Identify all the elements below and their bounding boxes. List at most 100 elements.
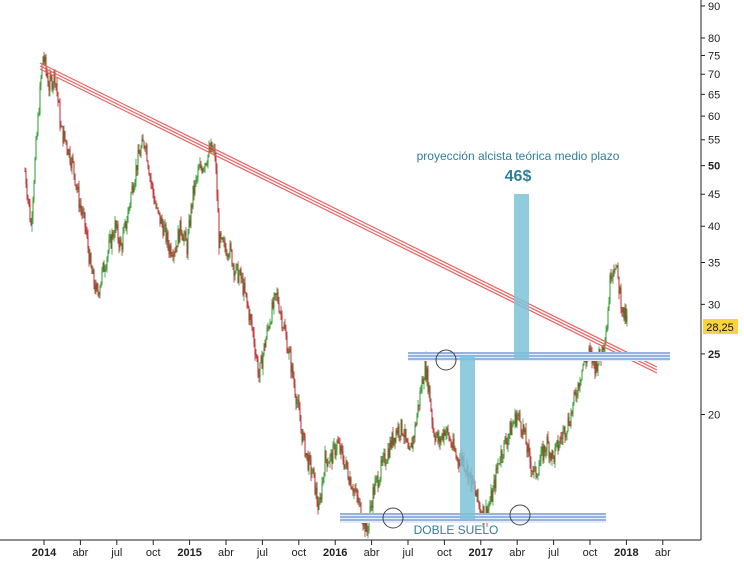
candle-body bbox=[239, 269, 241, 275]
candle-body bbox=[71, 157, 73, 168]
candle-body bbox=[526, 444, 528, 453]
candle-body bbox=[381, 460, 383, 463]
candle-body bbox=[56, 83, 58, 93]
candle-body bbox=[512, 423, 514, 426]
candle-body bbox=[94, 284, 96, 292]
candle-body bbox=[98, 292, 100, 295]
candle-body bbox=[188, 219, 190, 233]
candle-body bbox=[148, 167, 150, 175]
candle-body bbox=[558, 445, 560, 450]
candle-body bbox=[364, 518, 366, 532]
candle-body bbox=[358, 501, 360, 503]
candle-body bbox=[169, 245, 171, 254]
candle-body bbox=[373, 487, 375, 495]
candle-body bbox=[424, 358, 426, 380]
candle-body bbox=[290, 352, 292, 373]
candle-body bbox=[541, 446, 543, 451]
candle-body bbox=[264, 343, 266, 348]
candle-body bbox=[545, 451, 547, 453]
candle-body bbox=[410, 442, 412, 448]
candle-body bbox=[206, 164, 208, 166]
candle-body bbox=[196, 177, 198, 179]
candle-body bbox=[237, 264, 239, 283]
candle-body bbox=[152, 184, 154, 193]
candle-body bbox=[235, 264, 237, 274]
candle-body bbox=[451, 445, 453, 448]
candle-body bbox=[285, 330, 287, 336]
candle-body bbox=[604, 341, 606, 346]
candle-body bbox=[347, 467, 349, 479]
candle-body bbox=[45, 56, 47, 71]
candle-body bbox=[544, 445, 546, 452]
candle-body bbox=[191, 205, 193, 208]
candle-body bbox=[359, 501, 361, 504]
candle-body bbox=[419, 391, 421, 406]
candle-body bbox=[47, 76, 49, 86]
candle-body bbox=[81, 209, 83, 215]
candle-body bbox=[170, 245, 172, 256]
candle-body bbox=[386, 460, 388, 464]
candle-body bbox=[252, 327, 254, 332]
candle-body bbox=[625, 307, 627, 322]
candle-body bbox=[230, 243, 232, 250]
y-tick-label: 55 bbox=[708, 135, 720, 147]
candle-body bbox=[315, 487, 317, 495]
candle-body bbox=[204, 163, 206, 169]
candle-body bbox=[77, 186, 79, 190]
candle-body bbox=[516, 414, 518, 426]
candle-body bbox=[75, 184, 77, 187]
candle-body bbox=[200, 163, 202, 169]
candle-body bbox=[378, 484, 380, 488]
candle-body bbox=[429, 385, 431, 402]
candle-body bbox=[90, 253, 92, 268]
candle-body bbox=[518, 413, 520, 415]
candle-body bbox=[488, 505, 490, 509]
candle-body bbox=[577, 383, 579, 397]
candle-body bbox=[44, 56, 46, 63]
candle-body bbox=[241, 277, 243, 279]
candle-body bbox=[218, 212, 220, 248]
candle-body bbox=[415, 424, 417, 426]
candle-body bbox=[574, 392, 576, 393]
candle-body bbox=[273, 295, 275, 308]
candle-body bbox=[477, 489, 479, 502]
candle-body bbox=[340, 445, 342, 453]
candle-body bbox=[506, 442, 508, 446]
candle-body bbox=[476, 489, 478, 497]
candle-body bbox=[390, 440, 392, 448]
candle-body bbox=[547, 436, 549, 444]
candle-body bbox=[249, 314, 251, 321]
candle-body bbox=[293, 377, 295, 384]
candle-body bbox=[418, 404, 420, 406]
candle-body bbox=[190, 205, 192, 226]
candle-body bbox=[214, 148, 216, 158]
candle-body bbox=[72, 157, 74, 162]
candle-body bbox=[336, 440, 338, 451]
candle-body bbox=[346, 460, 348, 468]
candle-body bbox=[161, 217, 163, 225]
candle-body bbox=[46, 70, 48, 77]
candle-body bbox=[131, 185, 133, 193]
candle-body bbox=[227, 254, 229, 258]
candle-body bbox=[64, 131, 66, 140]
bottom-2-marker bbox=[509, 504, 531, 526]
candle-body bbox=[108, 240, 110, 252]
candle-body bbox=[626, 315, 628, 322]
x-tick-label: jul bbox=[256, 547, 268, 559]
candle-body bbox=[352, 489, 354, 493]
candle-body bbox=[454, 449, 456, 452]
candle-body bbox=[311, 473, 313, 475]
candle-body bbox=[560, 437, 562, 439]
candle-body bbox=[324, 451, 326, 477]
candle-body bbox=[84, 212, 86, 228]
candle-body bbox=[39, 85, 41, 114]
candle-body bbox=[123, 226, 125, 234]
candle-body bbox=[434, 436, 436, 441]
x-tick-label: 2018 bbox=[614, 547, 638, 559]
candle-body bbox=[528, 445, 530, 452]
candle-body bbox=[354, 489, 356, 491]
candle-body bbox=[458, 462, 460, 467]
candle-body bbox=[79, 204, 81, 208]
candle-body bbox=[375, 478, 377, 482]
candle-body bbox=[368, 518, 370, 531]
